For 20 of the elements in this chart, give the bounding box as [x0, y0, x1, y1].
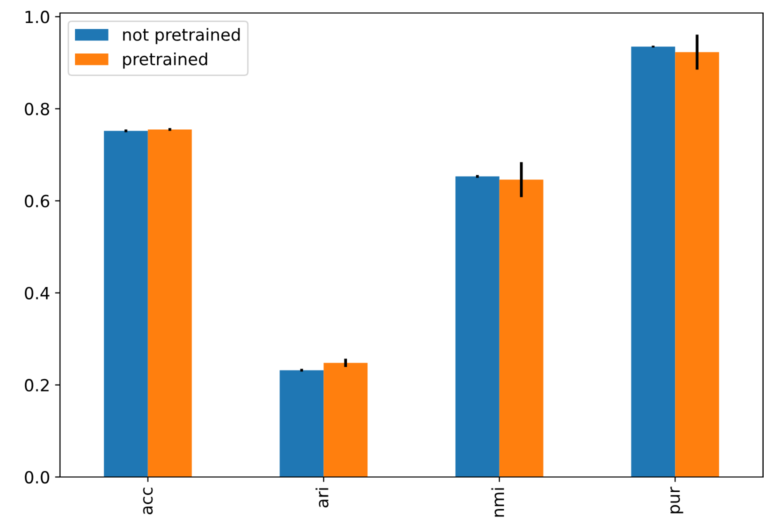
bar [148, 129, 192, 477]
x-tick-label: pur [670, 486, 684, 514]
y-tick-label: 0.6 [24, 194, 50, 208]
bar [280, 370, 324, 477]
bar [631, 46, 676, 477]
x-tick-label: acc [143, 488, 153, 514]
bar [104, 130, 148, 477]
legend-label: pretrained [123, 52, 208, 69]
y-tick-label: 0.4 [24, 286, 50, 300]
bar [455, 176, 500, 477]
bar [324, 362, 368, 477]
bar [499, 180, 544, 477]
y-tick-label: 0.8 [24, 102, 50, 116]
x-tick-label: nmi [491, 488, 504, 517]
y-tick-label: 0.0 [24, 470, 50, 484]
bar [675, 52, 720, 477]
x-tick-label: ari [316, 488, 328, 508]
y-tick-label: 0.2 [24, 378, 49, 392]
y-tick-label: 1.0 [26, 10, 50, 24]
legend-label: not pretrained [123, 28, 240, 44]
